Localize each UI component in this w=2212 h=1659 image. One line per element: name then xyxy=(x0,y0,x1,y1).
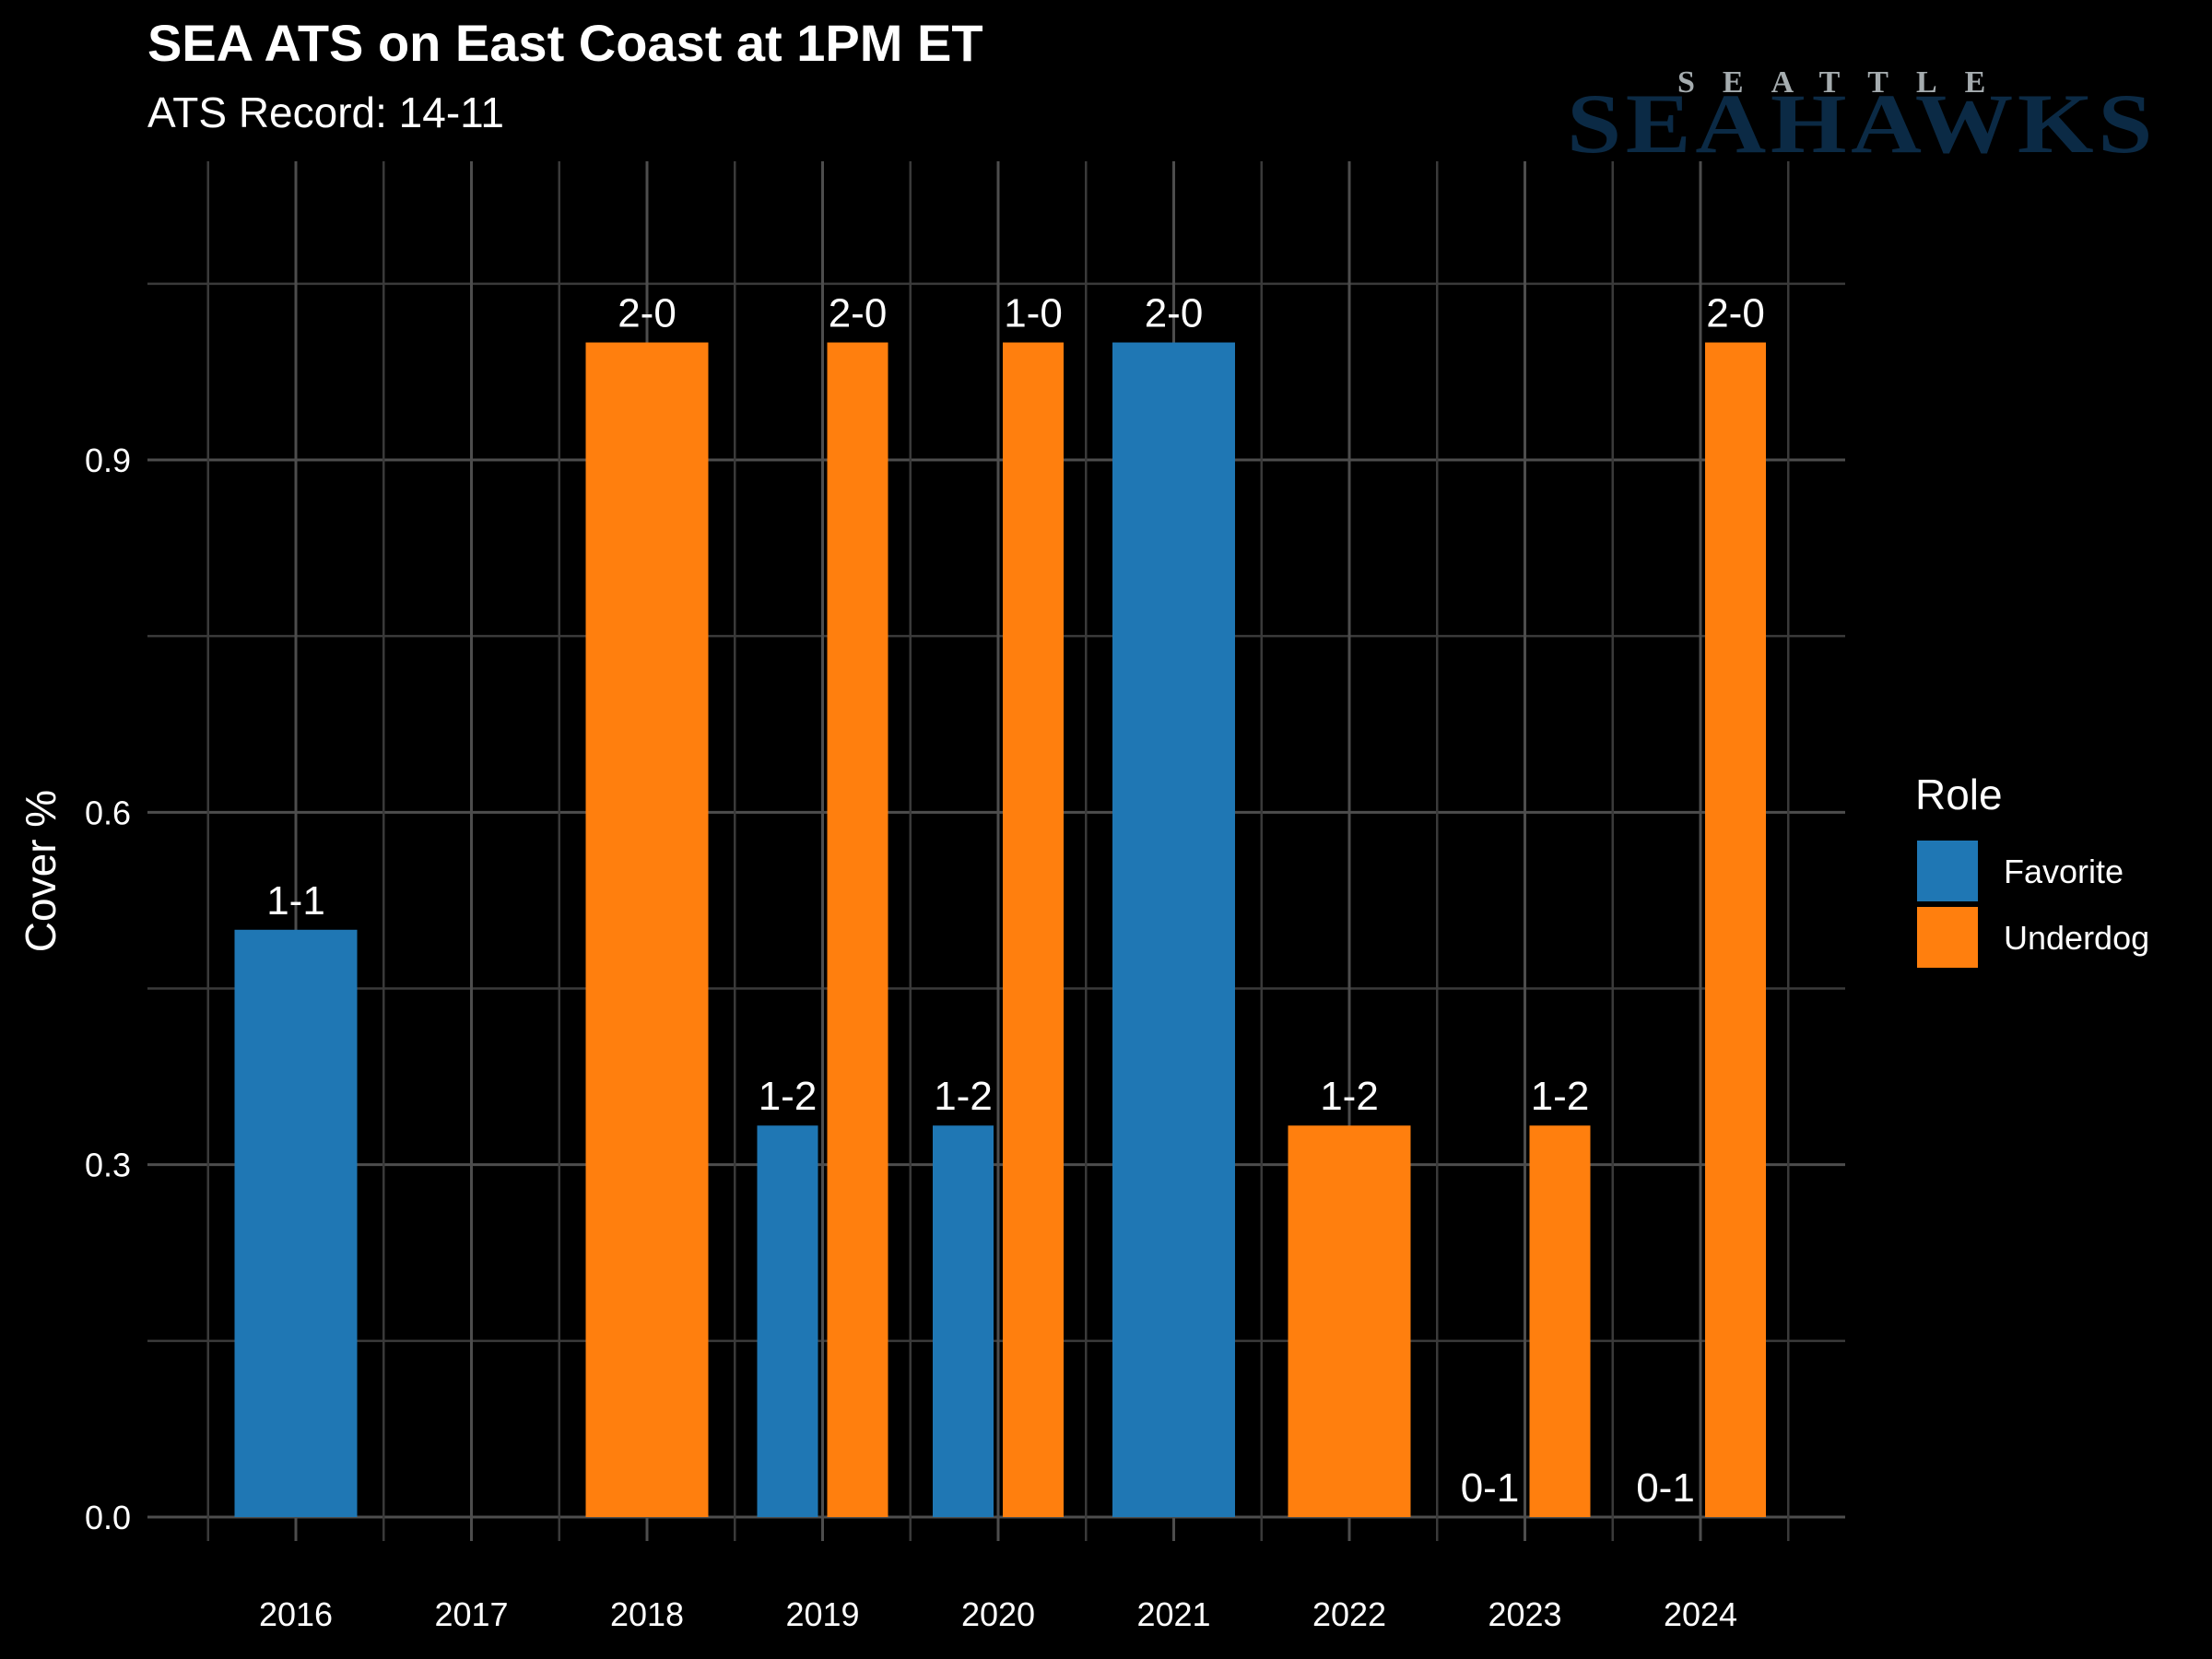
x-tick-label: 2017 xyxy=(434,1595,508,1633)
legend-label-underdog: Underdog xyxy=(2004,919,2149,957)
data-label-favorite-2019: 1-2 xyxy=(759,1074,818,1119)
data-label-underdog-2024: 2-0 xyxy=(1706,291,1765,336)
data-label-favorite-2023: 0-1 xyxy=(1461,1465,1520,1511)
bar-layer xyxy=(234,342,1766,1517)
y-tick-label: 0.9 xyxy=(85,441,131,479)
legend: Role Favorite Underdog xyxy=(1915,771,2149,968)
bar-underdog-2024 xyxy=(1705,342,1766,1517)
legend-swatch-favorite xyxy=(1917,841,1978,901)
y-tick-label: 0.3 xyxy=(85,1147,131,1184)
data-label-favorite-2016: 1-1 xyxy=(266,878,325,924)
data-label-underdog-2022: 1-2 xyxy=(1320,1074,1379,1119)
x-tick-label: 2019 xyxy=(785,1595,859,1633)
x-tick-label: 2024 xyxy=(1664,1595,1737,1633)
y-axis-label: Cover % xyxy=(17,790,65,952)
data-label-favorite-2020: 1-2 xyxy=(934,1074,993,1119)
logo-main-text: SEAHAWKS xyxy=(1567,76,2157,171)
legend-label-favorite: Favorite xyxy=(2004,853,2124,890)
y-tick-label: 0.6 xyxy=(85,794,131,831)
data-label-underdog-2019: 2-0 xyxy=(829,291,888,336)
bar-favorite-2020 xyxy=(933,1125,994,1517)
data-label-favorite-2024: 0-1 xyxy=(1636,1465,1695,1511)
bar-underdog-2019 xyxy=(827,342,888,1517)
x-tick-label: 2020 xyxy=(961,1595,1035,1633)
x-tick-label: 2018 xyxy=(610,1595,684,1633)
data-label-favorite-2021: 2-0 xyxy=(1145,291,1204,336)
legend-swatch-underdog xyxy=(1917,907,1978,968)
bar-favorite-2016 xyxy=(234,929,358,1517)
data-label-underdog-2020: 1-0 xyxy=(1004,291,1063,336)
x-tick-label: 2022 xyxy=(1312,1595,1386,1633)
bar-underdog-2018 xyxy=(585,342,709,1517)
label-layer: 1-1 2-0 1-2 2-0 1-2 1-0 2-0 1-2 0-1 1-2 0-1 2-0 xyxy=(266,291,1765,1511)
bar-favorite-2019 xyxy=(757,1125,818,1517)
chart-subtitle: ATS Record: 14-11 xyxy=(147,88,504,136)
axis-layer: 0.0 0.3 0.6 0.9 2016 2017 2018 2019 2020 2021 2022… xyxy=(85,441,1737,1633)
legend-title: Role xyxy=(1915,771,2003,818)
data-label-underdog-2018: 2-0 xyxy=(618,291,677,336)
grid-layer xyxy=(147,161,1845,1541)
bar-underdog-2020 xyxy=(1003,342,1064,1517)
logo-top-text: SEATTLE xyxy=(1677,65,2013,100)
bar-underdog-2023 xyxy=(1529,1125,1591,1517)
data-label-underdog-2023: 1-2 xyxy=(1531,1074,1590,1119)
seahawks-logo: SEATTLE SEAHAWKS xyxy=(1567,65,2157,171)
x-tick-label: 2021 xyxy=(1136,1595,1210,1633)
x-tick-label: 2023 xyxy=(1488,1595,1561,1633)
x-tick-label: 2016 xyxy=(259,1595,333,1633)
chart-title: SEA ATS on East Coast at 1PM ET xyxy=(147,14,983,72)
bar-favorite-2021 xyxy=(1112,342,1235,1517)
bar-underdog-2022 xyxy=(1288,1125,1411,1517)
y-tick-label: 0.0 xyxy=(85,1499,131,1536)
